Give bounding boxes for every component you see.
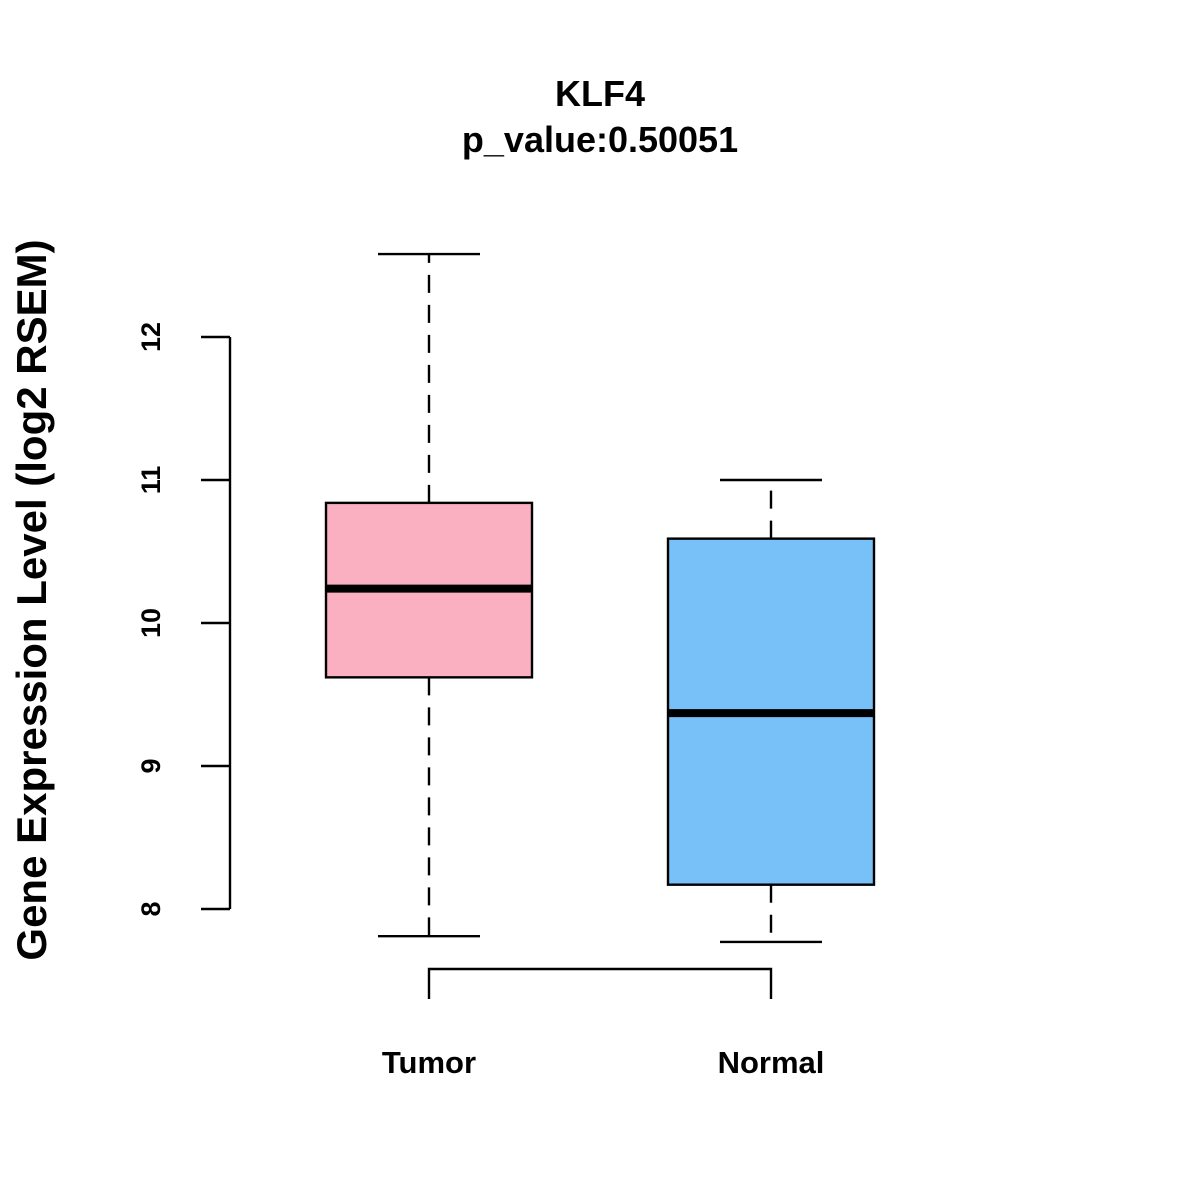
chart-title: KLF4 <box>555 73 645 114</box>
normal-box-group <box>666 478 876 944</box>
tumor-box-group <box>324 252 534 938</box>
y-axis-label: Gene Expression Level (log2 RSEM) <box>8 239 55 960</box>
chart-subtitle: p_value:0.50051 <box>462 119 738 160</box>
category-label-normal: Normal <box>718 1045 825 1080</box>
y-tick-label-9: 9 <box>136 758 166 773</box>
y-axis: 8 9 10 11 12 <box>136 322 232 917</box>
y-tick-label-8: 8 <box>136 901 166 916</box>
y-tick-label-11: 11 <box>136 466 166 495</box>
boxes <box>324 252 876 944</box>
comparison-bracket <box>427 967 773 999</box>
y-tick-label-10: 10 <box>136 608 166 638</box>
bracket-line <box>427 967 773 999</box>
category-labels: Tumor Normal <box>382 1045 824 1080</box>
y-tick-label-12: 12 <box>136 322 166 352</box>
category-label-tumor: Tumor <box>382 1045 476 1080</box>
